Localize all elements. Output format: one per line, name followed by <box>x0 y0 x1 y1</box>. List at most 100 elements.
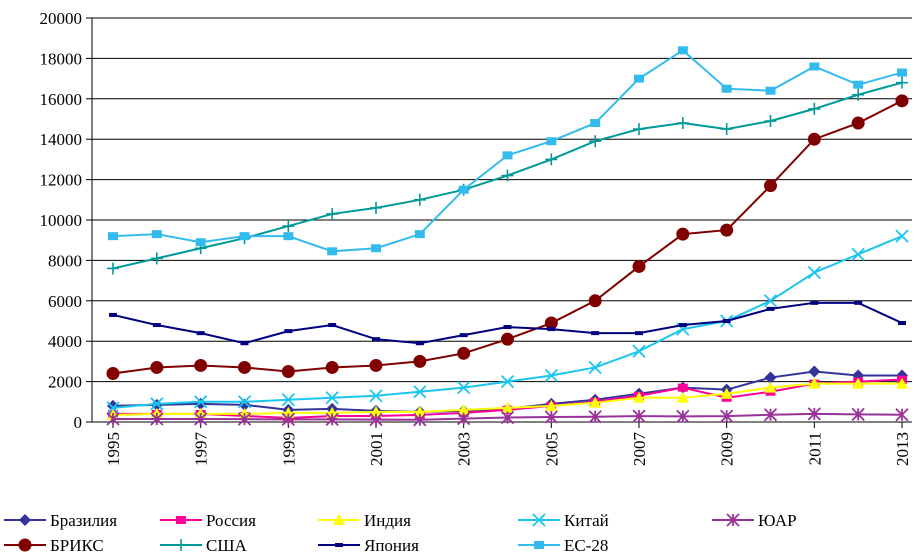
legend-item: ЕС-28 <box>518 536 608 555</box>
marker <box>807 407 821 421</box>
legend-marker <box>19 514 31 526</box>
marker <box>896 76 908 89</box>
marker <box>547 327 556 332</box>
legend-marker <box>534 541 544 549</box>
legend-label: США <box>206 536 247 555</box>
marker <box>109 312 117 317</box>
marker <box>588 360 602 375</box>
y-tick-label: 18000 <box>40 49 83 68</box>
marker <box>284 329 293 334</box>
marker <box>635 331 643 336</box>
marker <box>720 409 734 423</box>
series-line <box>112 49 903 253</box>
x-tick-label: 1999 <box>279 432 298 466</box>
marker <box>106 367 120 381</box>
marker <box>676 227 690 241</box>
marker <box>763 294 778 308</box>
marker <box>851 407 865 421</box>
marker <box>281 393 295 407</box>
marker <box>459 333 468 338</box>
marker <box>588 410 602 424</box>
y-tick-label: 10000 <box>40 211 83 230</box>
marker <box>632 409 646 423</box>
marker <box>106 401 120 415</box>
x-tick-label: 1995 <box>104 432 123 466</box>
marker <box>895 408 909 422</box>
marker <box>457 381 471 395</box>
marker <box>589 135 602 148</box>
marker <box>852 377 865 389</box>
marker <box>720 123 733 136</box>
marker <box>898 321 906 326</box>
legend-item: Индия <box>318 511 411 530</box>
marker <box>196 331 205 336</box>
marker <box>413 405 426 417</box>
marker <box>107 262 119 275</box>
marker <box>369 412 383 427</box>
marker <box>851 247 865 261</box>
marker <box>764 381 777 393</box>
x-tick-label: 2001 <box>367 432 386 466</box>
marker <box>325 391 339 405</box>
marker <box>413 193 426 206</box>
legend-item: США <box>160 536 247 555</box>
marker <box>764 115 777 128</box>
marker <box>152 323 161 328</box>
marker <box>765 86 776 95</box>
marker <box>370 201 382 214</box>
marker <box>281 365 295 378</box>
marker <box>633 391 645 403</box>
marker <box>588 294 602 308</box>
x-tick-label: 2011 <box>805 432 824 465</box>
marker <box>720 223 734 237</box>
marker <box>371 244 381 253</box>
marker <box>544 316 558 330</box>
marker <box>897 68 907 77</box>
y-tick-label: 4000 <box>48 332 82 351</box>
marker <box>281 412 295 427</box>
marker <box>150 412 164 426</box>
marker <box>633 123 645 136</box>
marker <box>458 185 469 194</box>
marker <box>369 389 383 403</box>
x-tick-label: 2005 <box>542 432 561 466</box>
marker <box>544 410 558 424</box>
marker <box>766 306 775 311</box>
legend-label: Россия <box>206 511 256 530</box>
marker <box>764 371 777 384</box>
marker <box>239 232 250 241</box>
marker <box>194 395 208 409</box>
marker <box>807 132 821 146</box>
y-tick-label: 16000 <box>40 90 83 109</box>
marker <box>591 331 600 336</box>
marker <box>545 153 558 166</box>
marker <box>194 412 208 426</box>
legend-label: Индия <box>364 511 411 530</box>
marker <box>634 74 644 83</box>
legend-item: ЮАР <box>712 511 797 530</box>
marker <box>413 354 427 368</box>
marker <box>237 395 252 409</box>
marker <box>325 412 339 427</box>
y-tick-label: 14000 <box>40 130 83 149</box>
marker <box>676 391 689 403</box>
legend-item: Россия <box>160 511 256 530</box>
marker <box>503 325 512 330</box>
marker <box>807 265 821 280</box>
marker <box>238 360 251 374</box>
marker <box>853 80 864 89</box>
marker <box>415 341 424 346</box>
x-tick-label: 2013 <box>893 432 912 466</box>
legend-marker <box>333 514 345 525</box>
y-tick-label: 0 <box>74 413 83 432</box>
y-tick-label: 2000 <box>48 373 82 392</box>
marker <box>896 377 908 389</box>
marker <box>810 300 819 305</box>
legend-item: Бразилия <box>4 511 117 530</box>
legend-label: ЮАР <box>758 511 797 530</box>
marker <box>721 84 732 93</box>
marker <box>589 396 602 408</box>
marker <box>327 247 338 256</box>
marker <box>151 230 162 239</box>
